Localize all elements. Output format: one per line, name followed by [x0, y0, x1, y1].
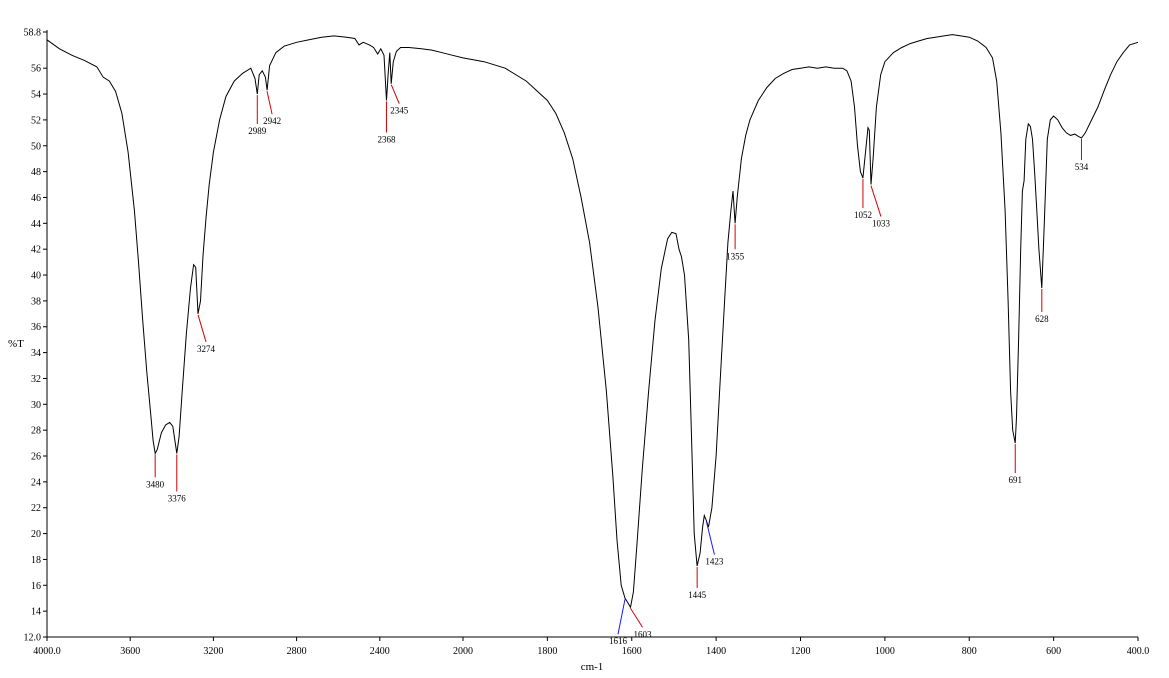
- y-tick-label: 22: [31, 503, 41, 514]
- peak-marker-line: [197, 314, 207, 342]
- peak-marker-line: [705, 521, 715, 555]
- x-tick-label: 4000.0: [33, 646, 61, 657]
- peak-label: 3376: [168, 493, 187, 503]
- y-tick-label: 54: [31, 90, 41, 101]
- y-tick-label: 20: [31, 529, 41, 540]
- spectrum-line: [46, 34, 1139, 609]
- y-tick-label: 48: [31, 167, 41, 178]
- y-tick-label: 52: [31, 115, 41, 126]
- x-tick-label: 800: [962, 646, 977, 657]
- x-axis-ticks: 4000.0 3600 3200 2800 2400 2000 1800 1600 1400 12…: [33, 637, 1149, 657]
- peak-label: 534: [1075, 162, 1089, 172]
- x-tick-label: 2400: [370, 646, 390, 657]
- y-tick-label: 34: [31, 348, 41, 359]
- x-tick-label: 1200: [791, 646, 811, 657]
- y-tick-label: 58.8: [24, 28, 42, 39]
- peak-label: 1445: [688, 590, 707, 600]
- y-tick-label: 28: [31, 426, 41, 437]
- x-tick-label: 2000: [453, 646, 473, 657]
- peak-marker-line: [390, 84, 400, 104]
- peak-label: 3480: [146, 479, 165, 489]
- y-tick-label: 36: [31, 322, 41, 333]
- peak-label: 1616: [609, 636, 628, 646]
- x-tick-label: 3200: [203, 646, 223, 657]
- peak-label: 691: [1008, 475, 1022, 485]
- peak-label: 2942: [263, 116, 281, 126]
- y-tick-label: 38: [31, 296, 41, 307]
- x-tick-label: 1400: [706, 646, 726, 657]
- peak-marker-line: [630, 608, 643, 628]
- y-tick-label: 24: [31, 477, 41, 488]
- peak-label: 3274: [197, 344, 216, 354]
- x-tick-label: 1000: [875, 646, 895, 657]
- y-tick-label: 16: [31, 581, 41, 592]
- y-tick-label: 32: [31, 374, 41, 385]
- y-axis-ticks: 58.8 56 54 52 50 48 46 44 42 40 38 36 34 32 30 28 26 24 22…: [24, 28, 47, 644]
- x-tick-label: 1600: [622, 646, 642, 657]
- peak-marker-line: [266, 91, 273, 115]
- x-tick-label: 600: [1046, 646, 1061, 657]
- y-tick-label: 12.0: [24, 633, 42, 644]
- y-tick-label: 42: [31, 245, 41, 256]
- y-tick-label: 14: [31, 607, 41, 618]
- y-axis-title: %T: [8, 338, 24, 350]
- peak-marker-line: [870, 185, 882, 217]
- y-tick-label: 40: [31, 271, 41, 282]
- y-tick-label: 18: [31, 555, 41, 566]
- peak-marker-line: [617, 599, 626, 635]
- y-tick-label: 26: [31, 452, 41, 463]
- peak-label: 1423: [705, 557, 724, 567]
- peak-label: 2989: [248, 126, 267, 136]
- x-tick-label: 3600: [120, 646, 140, 657]
- y-tick-label: 56: [31, 64, 41, 75]
- peak-label: 628: [1035, 314, 1049, 324]
- y-tick-label: 50: [31, 141, 41, 152]
- peak-label: 2345: [390, 106, 409, 116]
- y-tick-label: 46: [31, 193, 41, 204]
- y-tick-label: 44: [31, 219, 41, 230]
- peak-label: 1355: [726, 251, 745, 261]
- peak-label: 2368: [377, 135, 396, 145]
- x-tick-label: 400.0: [1127, 646, 1150, 657]
- x-tick-label: 2800: [287, 646, 307, 657]
- peak-label: 1052: [854, 210, 872, 220]
- x-axis-title: cm-1: [581, 661, 604, 673]
- y-tick-label: 30: [31, 400, 41, 411]
- peak-label: 1033: [872, 219, 891, 229]
- x-tick-label: 1800: [537, 646, 557, 657]
- peak-label: 1603: [633, 629, 652, 639]
